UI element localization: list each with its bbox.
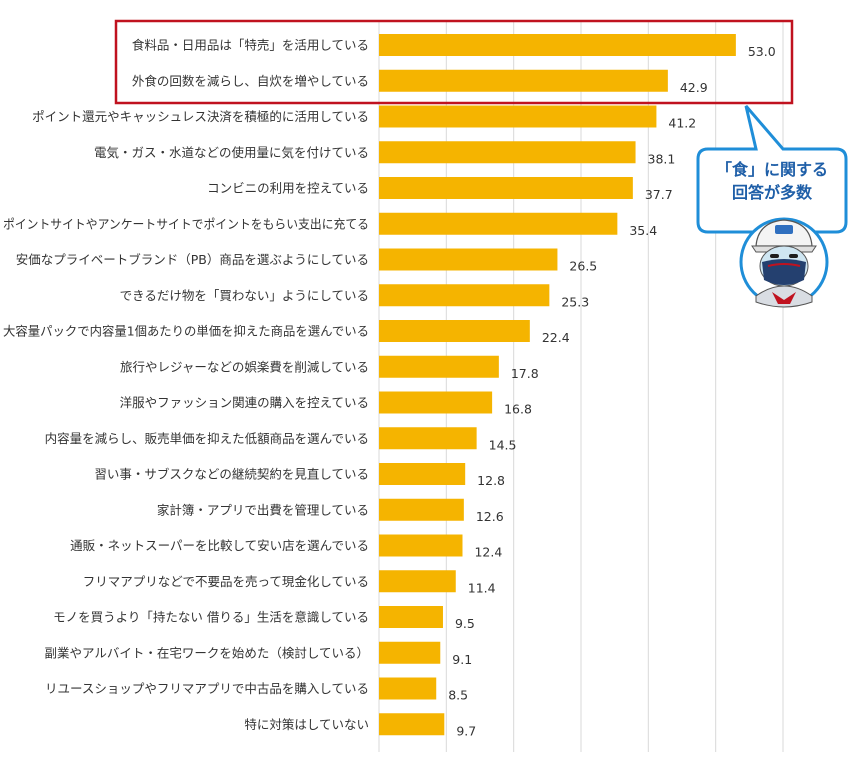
category-label: 特に対策はしていない (244, 717, 369, 732)
category-label: コンビニの利用を控えている (207, 181, 369, 196)
category-label: 食料品・日用品は「特売」を活用している (132, 38, 369, 53)
value-label: 41.2 (668, 116, 696, 131)
value-label: 12.4 (474, 545, 502, 560)
bar (379, 534, 463, 557)
bar (379, 713, 445, 736)
value-label: 17.8 (511, 366, 539, 381)
bar (379, 606, 443, 628)
bar (379, 69, 668, 92)
category-label: フリマアプリなどで不要品を売って現金化している (83, 574, 369, 589)
value-label: 35.4 (629, 223, 657, 238)
bar (379, 641, 441, 664)
value-label: 8.5 (448, 688, 468, 703)
value-label: 12.8 (477, 473, 505, 488)
value-label: 42.9 (680, 80, 708, 95)
value-label: 12.6 (476, 509, 504, 524)
callout-shape (696, 105, 848, 234)
value-label: 26.5 (569, 259, 597, 274)
value-label: 38.1 (648, 151, 676, 166)
category-label: 内容量を減らし、販売単価を抑えた低額商品を選んでいる (45, 431, 369, 446)
value-label: 22.4 (542, 330, 570, 345)
category-label: 大容量パックで内容量1個あたりの単価を抑えた商品を選んでいる (3, 324, 369, 339)
category-label: 洋服やファッション関連の購入を控えている (120, 395, 369, 410)
mascot-avatar-icon (739, 217, 829, 308)
category-label: 外食の回数を減らし、自炊を増やしている (132, 73, 369, 88)
category-label: リユースショップやフリマアプリで中古品を購入している (45, 681, 369, 696)
bar (379, 141, 636, 164)
bar (379, 355, 499, 378)
callout-bubble: 「食」に関する 回答が多数 (696, 105, 848, 308)
value-label: 11.4 (468, 580, 496, 595)
value-label: 37.7 (645, 187, 673, 202)
bar (379, 427, 477, 450)
callout-line-1: 「食」に関する (716, 160, 828, 179)
bar (379, 105, 657, 128)
value-label: 16.8 (504, 402, 532, 417)
highlight-box (114, 19, 794, 105)
category-label: 電気・ガス・水道などの使用量に気を付けている (94, 145, 369, 160)
category-label: 副業やアルバイト・在宅ワークを始めた（検討している） (44, 645, 369, 660)
value-label: 9.1 (452, 652, 472, 667)
category-label: 旅行やレジャーなどの娯楽費を削減している (120, 359, 369, 374)
callout-line-2: 回答が多数 (732, 183, 813, 202)
bars (379, 34, 736, 736)
bar (379, 677, 437, 700)
bar (379, 463, 466, 485)
bar (379, 248, 558, 271)
category-label: できるだけ物を「買わない」ようにしている (120, 288, 369, 303)
category-label: 習い事・サブスクなどの継続契約を見直している (94, 467, 369, 482)
bar (379, 391, 493, 414)
bar (379, 570, 456, 593)
bar (379, 320, 530, 342)
bar (379, 498, 464, 521)
value-labels: 53.0 42.9 41.2 38.1 37.7 35.4 26.5 25.3 22.4 17.8… (448, 44, 776, 738)
category-label: 安価なプライベートブランド（PB）商品を選ぶようにしている (16, 252, 369, 267)
value-label: 9.7 (456, 723, 476, 738)
category-label: ポイントサイトやアンケートサイトでポイントをもらい支出に充てる (3, 216, 369, 231)
bar (379, 284, 550, 307)
value-label: 25.3 (561, 294, 589, 309)
category-label: モノを買うより「持たない 借りる」生活を意識している (53, 610, 369, 625)
category-label: ポイント還元やキャッシュレス決済を積極的に活用している (32, 109, 369, 124)
bar (379, 34, 736, 56)
bar (379, 177, 633, 199)
value-label: 53.0 (748, 44, 776, 59)
value-label: 9.5 (455, 616, 475, 631)
category-label: 家計簿・アプリで出費を管理している (157, 502, 369, 517)
bar (379, 212, 618, 235)
value-label: 14.5 (489, 437, 517, 452)
category-labels: 食料品・日用品は「特売」を活用している外食の回数を減らし、自炊を増やしているポイ… (3, 38, 369, 732)
category-label: 通販・ネットスーパーを比較して安い店を選んでいる (70, 538, 369, 553)
